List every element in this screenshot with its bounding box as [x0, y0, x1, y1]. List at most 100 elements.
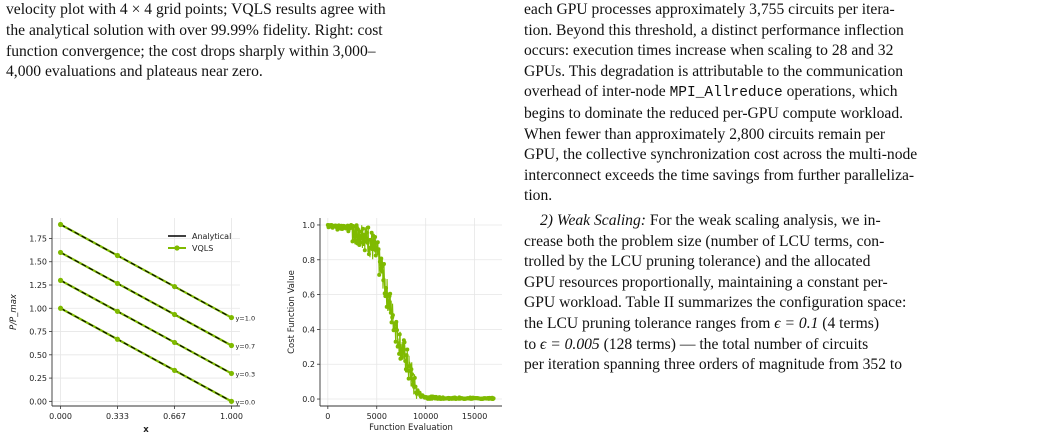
cost-point — [393, 339, 398, 344]
y-tick-label: 0.75 — [29, 328, 47, 337]
text-line: For the weak scaling analysis, we in- — [645, 211, 881, 229]
cost-point — [372, 242, 377, 247]
cost-point — [402, 340, 407, 345]
cost-point — [360, 226, 365, 231]
caption-line: function convergence; the cost drops sha… — [6, 42, 376, 60]
cost-point — [405, 347, 410, 352]
x-tick-label: 0.000 — [49, 412, 72, 421]
cost-point — [397, 332, 402, 337]
cost-point — [366, 252, 371, 257]
cost-point — [377, 272, 382, 277]
vqls-point — [57, 277, 64, 283]
text-line: overhead of inter-node — [524, 83, 670, 101]
vqls-point — [114, 280, 121, 287]
vqls-point — [114, 252, 121, 259]
cost-point — [390, 313, 395, 318]
cost-point — [379, 269, 384, 274]
cost-point — [373, 234, 378, 239]
y-tick-label: 1.25 — [29, 281, 47, 290]
text-line: each GPU processes approximately 3,755 c… — [524, 1, 895, 18]
cost-point — [399, 354, 404, 359]
caption-line: 4,000 evaluations and plateaus near zero… — [6, 63, 263, 81]
math-epsilon-2: ϵ = 0.005 — [540, 335, 600, 353]
series-label: y=1.0 — [235, 315, 255, 323]
vqls-point — [57, 221, 64, 228]
velocity-plot-axes: 0.000 0.333 0.667 1.000 0.00 0.25 0.50 0.75 1.00… — [9, 218, 243, 435]
vqls-point — [57, 249, 64, 256]
analytical-line — [60, 224, 232, 319]
text-line: tion. Beyond this threshold, a distinct … — [524, 21, 904, 39]
legend-analytical-label: Analytical — [192, 232, 231, 241]
cost-point — [403, 358, 408, 363]
cost-point — [362, 248, 367, 253]
cost-point — [394, 319, 399, 324]
text-line: to — [524, 335, 541, 353]
vqls-point — [171, 283, 178, 290]
text-line: GPU, the collective synchronization cost… — [524, 146, 918, 164]
y-axis-label: Cost Function Value — [287, 270, 297, 354]
cost-point — [357, 242, 362, 247]
vqls-point — [228, 370, 235, 377]
vqls-point — [171, 311, 178, 318]
cost-point — [377, 259, 382, 264]
caption-line: the analytical solution with over 99.99%… — [6, 21, 383, 39]
cost-point — [413, 384, 418, 389]
vqls-point — [57, 305, 64, 311]
y-axis-label: P/P_max — [9, 293, 19, 330]
cost-point — [366, 225, 371, 230]
y-tick-label: 0.2 — [302, 360, 315, 369]
cost-point — [384, 285, 389, 290]
cost-point — [363, 235, 368, 240]
text-line: begins to dominate the reduced per-GPU c… — [524, 104, 904, 122]
x-tick-label: 0.333 — [106, 412, 129, 421]
text-line: (128 terms) — the total number of circui… — [599, 335, 869, 353]
cost-point — [395, 328, 400, 333]
right-column: each GPU processes approximately 3,755 c… — [524, 0, 1038, 376]
y-tick-label: 0.8 — [302, 256, 315, 265]
cost-point — [386, 299, 391, 304]
cost-point — [354, 223, 359, 228]
math-epsilon-1: ϵ = 0.1 — [774, 314, 819, 332]
vqls-point — [114, 336, 121, 342]
text-line: GPU workload. Table II summarizes the co… — [524, 294, 907, 312]
velocity-plot-legend: Analytical VQLS — [168, 232, 231, 253]
cost-point — [376, 247, 381, 252]
text-line: (4 terms) — [818, 314, 880, 332]
text-line: occurs: execution times increase when sc… — [524, 42, 894, 60]
section-heading: 2) Weak Scaling: — [540, 211, 646, 229]
cost-point — [365, 240, 370, 245]
cost-point — [384, 304, 389, 309]
cost-point — [358, 229, 363, 234]
cost-point — [410, 372, 415, 377]
cost-plot-series — [325, 222, 496, 402]
cost-point — [364, 230, 369, 235]
caption-line: velocity plot with 4 × 4 grid points; VQ… — [6, 1, 386, 18]
text-line: GPU resources proportionally, maintainin… — [524, 273, 888, 291]
figure-caption: velocity plot with 4 × 4 grid points; VQ… — [6, 0, 498, 83]
cost-convergence-plot: 0 5000 10000 15000 0.0 0.2 0.4 0.6 0.8 1.0 Functio… — [287, 218, 502, 433]
code-mpi-allreduce: MPI_Allreduce — [669, 85, 783, 102]
text-line: the LCU pruning tolerance ranges from — [524, 314, 775, 332]
x-tick-label: 0 — [325, 412, 330, 421]
x-tick-label: 5000 — [367, 412, 387, 421]
text-line: operations, which — [782, 83, 898, 101]
velocity-plot-grid — [52, 218, 240, 406]
y-tick-label: 1.0 — [302, 221, 315, 230]
y-tick-label: 0.00 — [29, 397, 47, 406]
cost-point — [404, 353, 409, 358]
text-line: per iteration spanning three orders of m… — [524, 356, 903, 374]
cost-point — [396, 343, 401, 348]
x-tick-label: 1.000 — [220, 412, 243, 421]
y-tick-label: 1.50 — [29, 258, 47, 267]
cost-point — [381, 278, 386, 283]
y-tick-label: 1.00 — [29, 304, 47, 313]
paragraph-weak-scaling: 2) Weak Scaling: For the weak scaling an… — [524, 211, 1038, 376]
y-tick-label: 0.0 — [302, 395, 315, 404]
velocity-plot-series — [57, 221, 235, 404]
vqls-point — [228, 314, 235, 321]
y-tick-label: 1.75 — [29, 234, 47, 243]
x-tick-label: 0.667 — [163, 412, 186, 421]
vqls-point — [171, 367, 178, 373]
cost-point — [381, 261, 386, 266]
x-axis-label: Function Evaluation — [369, 423, 453, 433]
